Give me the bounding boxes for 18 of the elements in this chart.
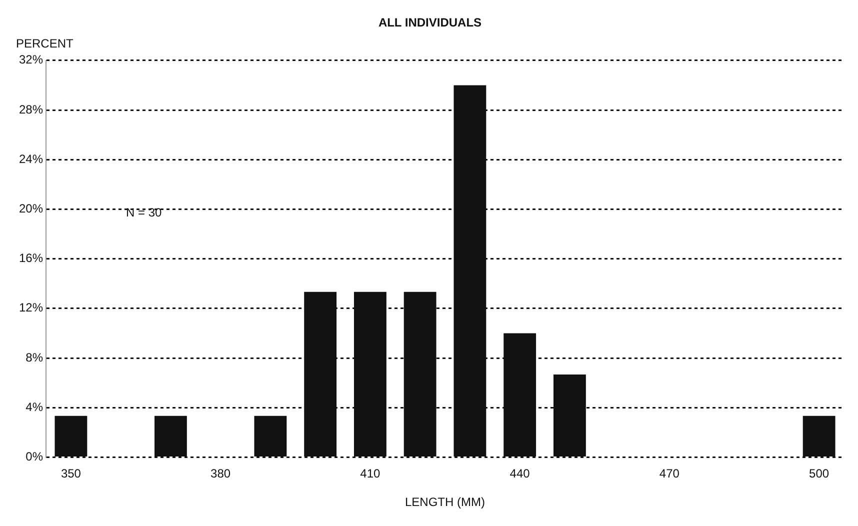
- x-tick-label: 380: [210, 466, 231, 481]
- y-tick-label: 28%: [18, 102, 44, 116]
- x-tick-label: 410: [360, 466, 381, 481]
- y-tick-label: 20%: [18, 202, 44, 216]
- y-tick-label: 32%: [18, 52, 44, 67]
- x-axis-title: LENGTH (MM): [405, 495, 486, 510]
- x-tick-label: 500: [809, 466, 830, 481]
- y-tick-label: 12%: [18, 300, 44, 315]
- y-axis-title: PERCENT: [16, 36, 74, 51]
- y-tick-label: 8%: [26, 350, 44, 364]
- x-tick-label: 440: [510, 466, 530, 481]
- x-tick-label: 470: [659, 466, 680, 481]
- y-tick-label: 4%: [26, 400, 44, 414]
- y-tick-label: 16%: [18, 251, 44, 266]
- chart-title: ALL INDIVIDUALS: [378, 16, 482, 30]
- x-tick-label: 350: [60, 466, 82, 481]
- y-tick-label: 24%: [18, 152, 44, 166]
- y-tick-label: 0%: [26, 450, 44, 464]
